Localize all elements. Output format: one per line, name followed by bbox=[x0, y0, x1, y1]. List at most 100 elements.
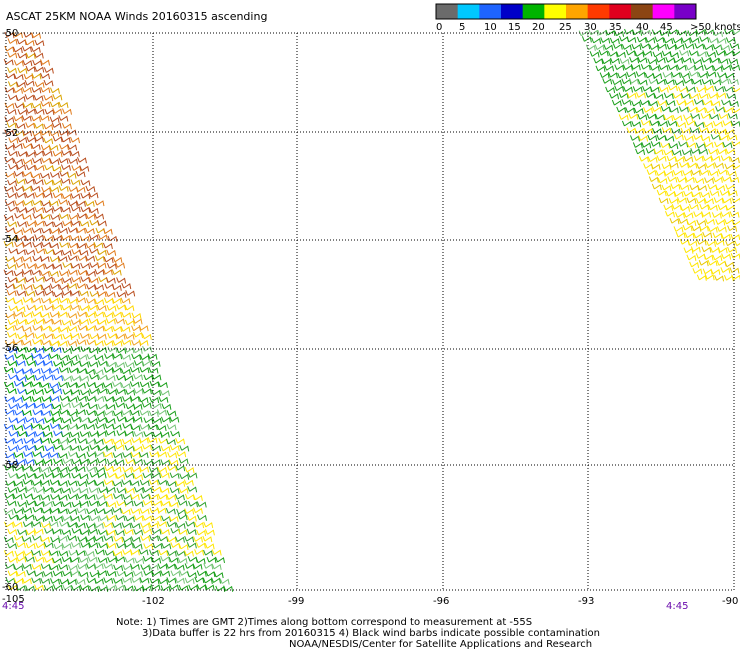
wind-barb bbox=[205, 570, 216, 578]
wind-barb bbox=[32, 506, 43, 514]
wind-barb bbox=[633, 107, 644, 114]
colorbar-label: 20 bbox=[532, 22, 545, 33]
wind-barb bbox=[15, 458, 26, 466]
wind-barb bbox=[12, 142, 23, 150]
wind-barb bbox=[706, 71, 717, 78]
wind-barb bbox=[7, 319, 18, 326]
colorbar-label: 15 bbox=[508, 22, 521, 33]
wind-barb bbox=[177, 513, 188, 521]
wind-barb bbox=[96, 304, 107, 312]
wind-barb bbox=[669, 51, 680, 59]
wind-barb bbox=[32, 325, 43, 332]
wind-barb bbox=[724, 218, 734, 226]
wind-barb bbox=[130, 522, 141, 529]
wind-barb bbox=[79, 220, 90, 228]
wind-barb bbox=[702, 99, 713, 106]
wind-barb bbox=[188, 584, 199, 591]
wind-barb bbox=[685, 119, 696, 127]
wind-barb bbox=[77, 480, 88, 487]
wind-barb bbox=[143, 417, 154, 424]
wind-barb bbox=[649, 65, 660, 72]
wind-barb bbox=[703, 197, 714, 205]
colorbar-swatch bbox=[457, 4, 480, 19]
wind-barb bbox=[589, 51, 600, 58]
wind-barb bbox=[121, 311, 132, 319]
wind-barb bbox=[653, 148, 664, 156]
wind-barb bbox=[22, 185, 32, 192]
wind-barb bbox=[141, 443, 152, 451]
wind-barb bbox=[680, 127, 691, 135]
wind-barb bbox=[184, 577, 195, 584]
wind-barb bbox=[42, 458, 53, 465]
wind-barb bbox=[75, 465, 86, 473]
wind-barb bbox=[700, 135, 711, 142]
wind-barb bbox=[696, 86, 707, 93]
wind-barb bbox=[76, 338, 87, 346]
wind-barb bbox=[69, 431, 80, 438]
wind-barb bbox=[663, 170, 674, 177]
wind-barb bbox=[26, 499, 37, 507]
wind-barb bbox=[677, 197, 688, 204]
wind-barb bbox=[88, 191, 99, 199]
wind-barb bbox=[58, 115, 69, 122]
wind-barb bbox=[175, 464, 186, 472]
wind-barb bbox=[42, 515, 53, 522]
wind-barb bbox=[95, 466, 106, 473]
wind-barb bbox=[31, 73, 42, 80]
wind-barb bbox=[716, 260, 727, 267]
wind-barb bbox=[677, 29, 688, 37]
wind-barb bbox=[722, 120, 733, 127]
wind-barb bbox=[179, 473, 190, 480]
wind-barb bbox=[21, 269, 32, 276]
wind-barb bbox=[133, 331, 144, 339]
wind-barb bbox=[139, 479, 150, 487]
wind-barb bbox=[129, 493, 140, 500]
wind-barb bbox=[85, 185, 96, 192]
wind-barb bbox=[647, 58, 658, 65]
colorbar-label: 30 bbox=[584, 22, 597, 33]
wind-barb bbox=[691, 191, 702, 198]
wind-barb bbox=[43, 541, 54, 549]
wind-barb bbox=[124, 416, 135, 423]
wind-barb bbox=[711, 78, 722, 86]
wind-barb bbox=[31, 115, 41, 122]
wind-barb bbox=[43, 276, 54, 283]
wind-barb bbox=[16, 38, 27, 46]
wind-barb bbox=[130, 508, 141, 515]
wind-barb bbox=[53, 543, 64, 550]
wind-barb bbox=[122, 536, 133, 544]
wind-barb bbox=[695, 198, 706, 205]
wind-barb bbox=[49, 423, 60, 430]
wind-barb bbox=[12, 87, 23, 94]
wind-barb bbox=[79, 235, 90, 242]
wind-barb bbox=[115, 555, 126, 563]
wind-barb bbox=[148, 493, 159, 501]
wind-barb bbox=[89, 585, 100, 593]
wind-barb bbox=[668, 106, 679, 114]
wind-barb bbox=[672, 169, 683, 177]
wind-barb bbox=[67, 325, 78, 332]
wind-barb bbox=[704, 218, 715, 225]
wind-barb bbox=[70, 262, 81, 270]
wind-barb bbox=[50, 578, 61, 585]
wind-barb bbox=[696, 163, 707, 170]
wind-barb bbox=[7, 179, 18, 187]
wind-barb bbox=[96, 290, 107, 298]
wind-barb bbox=[732, 86, 740, 93]
wind-barb bbox=[8, 403, 19, 410]
wind-barb bbox=[673, 190, 684, 198]
wind-barb bbox=[77, 269, 88, 276]
wind-barb bbox=[660, 142, 671, 149]
wind-barb bbox=[708, 37, 719, 44]
wind-barb bbox=[668, 198, 679, 205]
wind-barb bbox=[169, 487, 180, 494]
wind-barb bbox=[43, 220, 54, 228]
wind-barb bbox=[134, 557, 145, 564]
wind-barb bbox=[720, 267, 731, 274]
wind-barb bbox=[43, 332, 54, 340]
wind-barb bbox=[13, 311, 24, 318]
wind-barb bbox=[183, 479, 194, 486]
wind-barb bbox=[643, 127, 654, 135]
wind-barb bbox=[654, 113, 665, 121]
wind-barb bbox=[3, 550, 14, 557]
